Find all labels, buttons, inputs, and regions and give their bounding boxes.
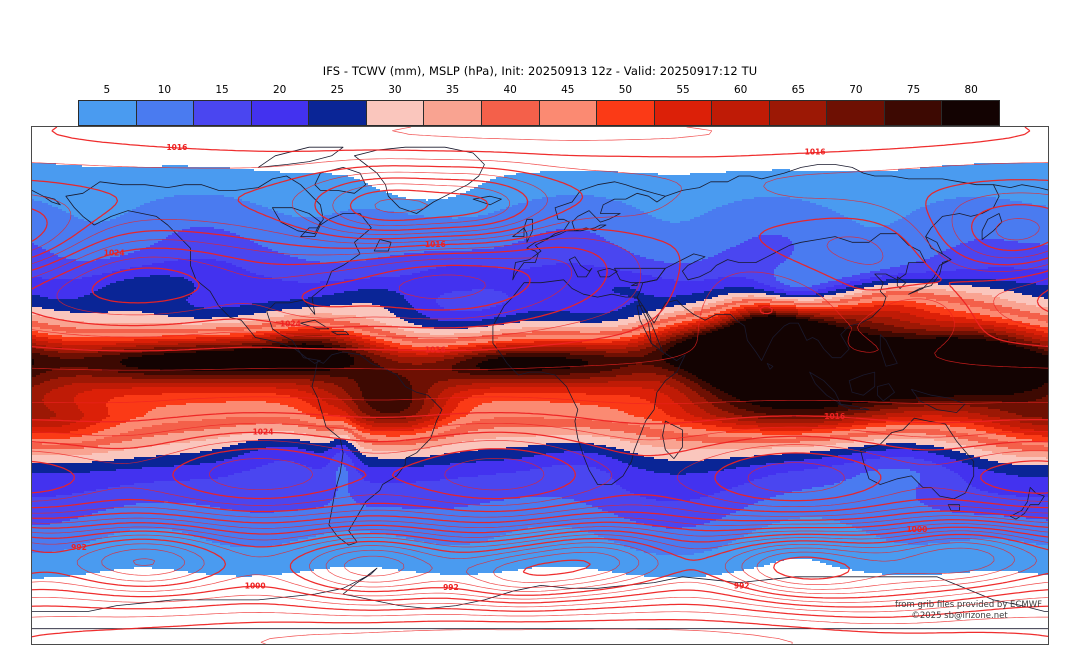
svg-text:1024: 1024 [280,320,301,329]
colorbar-tick: 65 [791,84,805,96]
colorbar-tick: 50 [618,84,633,96]
colorbar-cell [884,101,943,125]
colorbar-tick: 35 [445,84,460,96]
svg-text:1016: 1016 [425,240,446,249]
colorbar-legend: 5 10 15 20 25 30 35 40 45 50 55 60 65 70 75 80 [78,84,1000,126]
colorbar-cell [942,101,999,125]
colorbar-cell [309,101,367,125]
svg-text:1016: 1016 [425,346,446,355]
colorbar-tick: 70 [849,84,863,96]
svg-text:1000: 1000 [245,581,266,590]
map-canvas[interactable]: 992 992 992 1000 1000 1016 1016 1016 1016 1016 102… [31,126,1049,645]
svg-text:1024: 1024 [104,249,125,258]
colorbar-tick: 20 [273,84,287,96]
colorbar-tick: 5 [103,84,111,96]
mslp-isobar-layer [32,127,1048,644]
colorbar-tick: 10 [157,84,172,96]
svg-text:992: 992 [71,543,87,552]
colorbar-tick: 80 [964,84,978,96]
colorbar-cell [136,101,195,125]
svg-text:992: 992 [443,583,459,592]
map-svg: 992 992 992 1000 1000 1016 1016 1016 1016 1016 102… [32,127,1048,644]
colorbar-tick: 25 [330,84,344,96]
colorbar-tick: 40 [503,84,517,96]
page-title: IFS - TCWV (mm), MSLP (hPa), Init: 20250… [322,64,758,78]
colorbar-tick: 60 [734,84,748,96]
tcwv-field-layer [32,127,1048,644]
coastline-layer [32,146,1048,630]
colorbar-cell [769,101,828,125]
colorbar-tick: 15 [215,84,229,96]
svg-text:1024: 1024 [253,427,274,436]
colorbar-tick-labels: 5 10 15 20 25 30 35 40 45 50 55 60 65 70 75 80 [78,84,1000,100]
colorbar-cell [712,101,770,125]
colorbar-tick: 30 [388,84,402,96]
colorbar-cell [654,101,713,125]
colorbar-cell [251,101,310,125]
colorbar-cell [424,101,482,125]
svg-text:1016: 1016 [805,148,826,157]
colorbar-tick: 75 [906,84,921,96]
colorbar-cell [366,101,425,125]
colorbar-tick: 45 [561,84,575,96]
svg-text:992: 992 [734,582,750,591]
colorbar-cell [194,101,252,125]
colorbar-tick: 55 [676,84,690,96]
svg-text:1016: 1016 [824,412,845,421]
colorbar-cell [827,101,885,125]
colorbar-cell [597,101,655,125]
colorbar-cell [79,101,137,125]
svg-text:1000: 1000 [906,525,927,534]
mslp-isobar-labels: 992 992 992 1000 1000 1016 1016 1016 1016 1016 102… [71,143,927,592]
colorbar-swatches [78,100,1000,126]
colorbar-cell [539,101,598,125]
svg-text:1016: 1016 [166,143,187,152]
colorbar-cell [481,101,540,125]
